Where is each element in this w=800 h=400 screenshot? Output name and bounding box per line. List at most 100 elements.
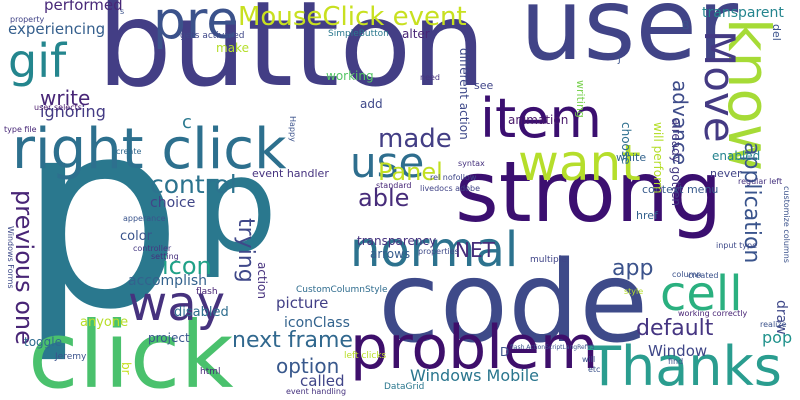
word: cell bbox=[660, 266, 743, 322]
word: transparency bbox=[357, 234, 437, 248]
word: properties bbox=[418, 247, 459, 256]
word: enabled bbox=[712, 149, 761, 163]
word: icon bbox=[162, 252, 212, 280]
word: event handling bbox=[286, 387, 347, 396]
word: context menu bbox=[642, 183, 719, 196]
word: B bbox=[682, 19, 690, 32]
word: SimpleButton bbox=[328, 29, 389, 39]
word: different action bbox=[457, 48, 471, 140]
word: column bbox=[672, 270, 702, 279]
word: Jeremy bbox=[55, 352, 87, 362]
word: disabled bbox=[174, 305, 229, 320]
word: input type bbox=[716, 241, 757, 250]
word: controller bbox=[133, 244, 172, 253]
word: choice bbox=[150, 195, 196, 211]
word: strong bbox=[455, 143, 723, 241]
word: made bbox=[378, 124, 452, 154]
word: working correctly bbox=[678, 309, 748, 318]
word: working bbox=[326, 69, 374, 83]
word: flash ActionScriptLangRefV3 bbox=[510, 344, 595, 351]
word: accomplish bbox=[128, 273, 208, 289]
word: anyone bbox=[80, 315, 129, 330]
word: control bbox=[150, 170, 237, 199]
word: action bbox=[255, 262, 269, 299]
word: need bbox=[420, 73, 440, 82]
word: user bbox=[520, 0, 739, 83]
word: transparent bbox=[702, 5, 784, 21]
word: previous one bbox=[10, 190, 38, 345]
word: event handler bbox=[252, 167, 329, 180]
word: right click bbox=[12, 117, 287, 182]
word: animation bbox=[508, 113, 569, 127]
word: trying bbox=[233, 218, 258, 283]
word: gif bbox=[8, 34, 67, 88]
word: syntax bbox=[458, 159, 485, 168]
word: called bbox=[300, 372, 345, 390]
word: see bbox=[474, 79, 494, 92]
word: use bbox=[350, 138, 425, 187]
word: draw bbox=[773, 300, 789, 335]
word: del bbox=[770, 24, 783, 41]
word: CustomColumnStyle bbox=[296, 285, 388, 295]
word: pop bbox=[762, 328, 793, 347]
word: livedocs adobe bbox=[420, 184, 481, 193]
word: multiple bbox=[530, 255, 567, 265]
word: apperance bbox=[123, 214, 166, 223]
word: arrows bbox=[370, 247, 411, 261]
word: standard bbox=[376, 181, 412, 190]
word: will perform bbox=[651, 122, 665, 194]
word: code bbox=[378, 238, 649, 368]
word: regular left bbox=[738, 177, 783, 186]
word: Windows Mobile bbox=[410, 366, 539, 385]
word: br bbox=[119, 362, 133, 375]
word: DataGrid bbox=[384, 382, 425, 392]
word: option bbox=[276, 354, 340, 378]
word: choose bbox=[619, 122, 633, 165]
word: Happy bbox=[288, 116, 297, 142]
word: user selects bbox=[34, 103, 82, 112]
word: able bbox=[358, 184, 410, 212]
word: flash bbox=[196, 287, 218, 297]
word: etc bbox=[588, 365, 601, 374]
word: writing bbox=[574, 80, 587, 118]
word: p bbox=[18, 65, 184, 367]
word: customize columns bbox=[782, 186, 791, 263]
word: next frame bbox=[232, 328, 353, 353]
word: p bbox=[195, 129, 278, 281]
word: s bbox=[120, 7, 125, 16]
word: MouseClick event bbox=[238, 2, 467, 32]
word: picture bbox=[276, 294, 329, 312]
word: toggle bbox=[24, 335, 62, 349]
word: performed bbox=[44, 0, 123, 14]
word: style bbox=[624, 287, 644, 296]
word: project bbox=[148, 331, 190, 345]
word: button bbox=[97, 0, 487, 113]
word: create bbox=[116, 147, 142, 156]
word: write bbox=[40, 86, 91, 110]
word: want bbox=[518, 134, 641, 192]
word: gets activated bbox=[180, 31, 245, 41]
word: Panel bbox=[378, 158, 443, 186]
word: white bbox=[616, 151, 647, 164]
word: type file bbox=[4, 125, 37, 134]
word: rel nofollow bbox=[430, 173, 477, 182]
word: experiencing bbox=[8, 20, 106, 38]
word: already gotten bbox=[669, 118, 683, 206]
word: c bbox=[182, 112, 192, 133]
word: way bbox=[128, 276, 226, 332]
word: Move bbox=[695, 30, 744, 143]
word: alter bbox=[402, 27, 430, 41]
word: color bbox=[120, 229, 153, 244]
word: left clicks bbox=[344, 351, 387, 361]
word: created bbox=[688, 271, 719, 280]
word: problem bbox=[350, 313, 599, 383]
word: href bbox=[636, 209, 658, 222]
word: click bbox=[28, 302, 234, 400]
word: Window bbox=[648, 342, 708, 360]
word: Thanks bbox=[588, 335, 782, 398]
word: setting bbox=[151, 252, 179, 261]
word: default bbox=[636, 316, 714, 341]
word: property bbox=[10, 15, 45, 24]
word: normal bbox=[350, 222, 519, 278]
